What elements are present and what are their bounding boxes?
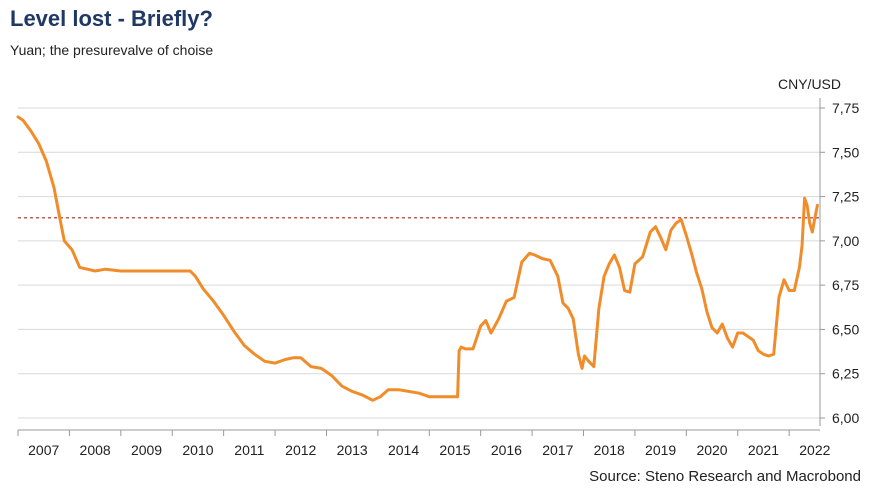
x-tick-label: 2011: [234, 442, 264, 458]
chart-subtitle: Yuan; the presurevalve of choise: [10, 42, 214, 58]
chart-title: Level lost - Briefly?: [10, 6, 213, 31]
y-tick-label: 6,75: [832, 277, 859, 293]
x-tick-label: 2018: [594, 442, 625, 458]
x-tick-label: 2010: [182, 442, 213, 458]
y-tick-label: 6,00: [832, 410, 859, 426]
y-tick-label: 7,75: [832, 100, 859, 116]
x-tick-label: 2007: [28, 442, 59, 458]
x-tick-label: 2017: [542, 442, 573, 458]
x-tick-label: 2016: [491, 442, 522, 458]
y-axis-unit-label: CNY/USD: [778, 76, 842, 92]
y-tick-label: 7,50: [832, 144, 859, 160]
x-tick-label: 2021: [748, 442, 779, 458]
series-line: [16, 115, 819, 402]
x-tick-label: 2012: [285, 442, 316, 458]
x-tick-label: 2022: [799, 442, 830, 458]
x-tick-label: 2020: [696, 442, 727, 458]
x-tick-label: 2013: [337, 442, 368, 458]
y-tick-label: 6,25: [832, 366, 859, 382]
y-tick-label: 7,25: [832, 189, 859, 205]
x-tick-label: 2019: [645, 442, 676, 458]
y-tick-label: 7,00: [832, 233, 859, 249]
x-tick-label: 2015: [439, 442, 470, 458]
x-tick-label: 2014: [388, 442, 419, 458]
x-tick-label: 2008: [80, 442, 111, 458]
source-note: Source: Steno Research and Macrobond: [589, 468, 861, 485]
y-tick-label: 6,50: [832, 321, 859, 337]
x-tick-label: 2009: [131, 442, 162, 458]
